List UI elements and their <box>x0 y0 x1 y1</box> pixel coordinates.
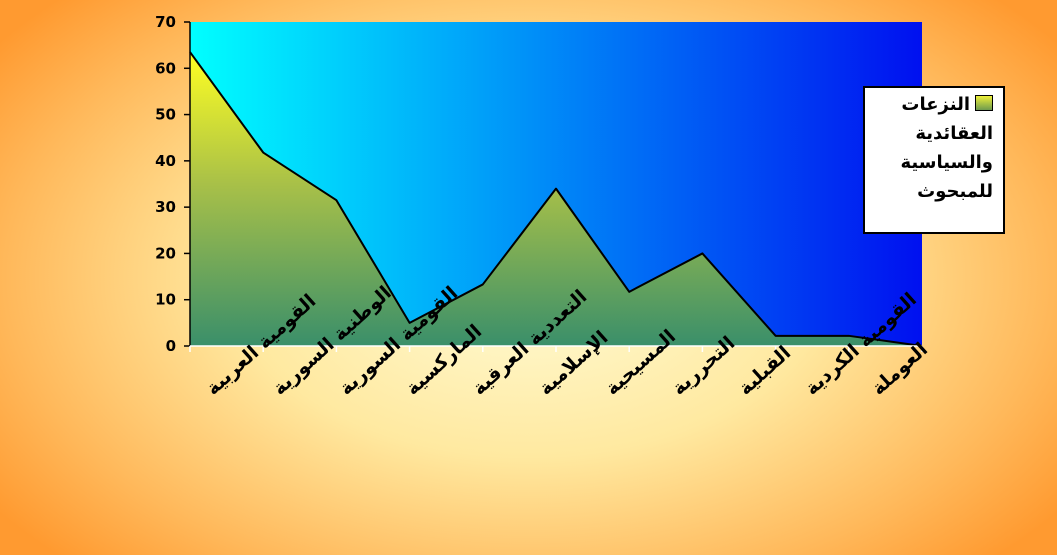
x-category-label: القبلية <box>734 342 795 400</box>
y-tick-label: 0 <box>166 337 176 355</box>
series-line <box>189 51 923 347</box>
legend-swatch <box>975 95 993 111</box>
legend-label: النزعات العقائدية والسياسية للمبحوث <box>900 94 993 202</box>
y-tick-label: 70 <box>155 13 176 31</box>
y-tick-label: 30 <box>155 198 176 216</box>
y-tick-label: 60 <box>155 59 176 77</box>
y-tick-label: 50 <box>155 106 176 124</box>
legend: النزعات العقائدية والسياسية للمبحوث <box>863 86 1005 234</box>
y-tick-label: 40 <box>155 152 176 170</box>
x-category-label: العوملة <box>867 338 932 399</box>
series-area <box>190 52 922 346</box>
y-tick-label: 10 <box>155 291 176 309</box>
y-tick-label: 20 <box>155 244 176 262</box>
